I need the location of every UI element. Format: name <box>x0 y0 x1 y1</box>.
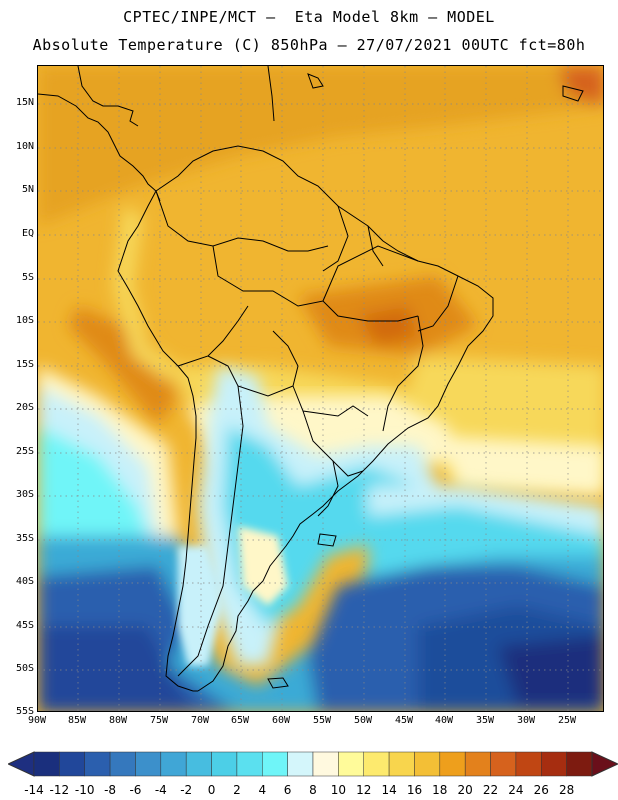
colorbar-swatch <box>211 751 238 777</box>
colorbar-swatch <box>439 751 466 777</box>
lon-label: 70W <box>190 715 210 726</box>
colorbar-tick-label: -10 <box>74 783 95 797</box>
lat-label: 15N <box>15 97 34 108</box>
colorbar-tick-label: 28 <box>558 783 575 797</box>
colorbar-swatch <box>160 751 187 777</box>
colorbar-tick-label: -6 <box>129 783 142 797</box>
colorbar-tick-label: 26 <box>533 783 549 797</box>
colorbar-swatch <box>312 751 339 777</box>
lat-label: 20S <box>15 402 34 413</box>
colorbar-swatch <box>262 751 288 777</box>
lat-label: 45S <box>15 620 34 631</box>
colorbar-tick-label: 20 <box>457 783 473 797</box>
colorbar-swatch <box>566 751 593 777</box>
colorbar-swatch <box>135 751 162 777</box>
lat-label: EQ <box>21 228 34 239</box>
colorbar-swatch <box>515 751 542 777</box>
lon-label: 55W <box>312 715 332 726</box>
colorbar-tick-label: 2 <box>233 783 241 797</box>
colorbar-swatch <box>236 751 263 777</box>
lat-label: 55S <box>15 706 34 717</box>
lon-label: 45W <box>394 715 414 726</box>
colorbar-tick-label: 22 <box>482 783 499 797</box>
colorbar-swatch <box>338 751 364 777</box>
lat-label: 40S <box>15 576 34 587</box>
colorbar-swatch <box>464 751 491 777</box>
coastlines <box>38 66 494 692</box>
lat-label: 50S <box>15 663 34 674</box>
lon-label: 90W <box>27 715 47 726</box>
colorbar-tick-label: -8 <box>104 783 117 797</box>
colorbar-tick-label: -4 <box>154 783 167 797</box>
map-canvas <box>38 66 603 711</box>
colorbar-swatch <box>33 751 60 777</box>
colorbar-swatch <box>287 751 314 777</box>
chart-title: CPTEC/INPE/MCT – Eta Model 8km – MODEL <box>123 8 495 26</box>
lon-label: 85W <box>67 715 87 726</box>
colorbar-tick-label: 14 <box>381 783 397 797</box>
color-scale-bar <box>8 751 618 777</box>
temperature-map[interactable] <box>37 65 604 712</box>
colorbar-swatch <box>490 751 517 777</box>
lat-label: 30S <box>15 489 34 500</box>
colorbar-swatch <box>363 751 390 777</box>
lon-label: 35W <box>475 715 495 726</box>
colorbar-tick-label: 10 <box>330 783 346 797</box>
lon-label: 50W <box>353 715 373 726</box>
lat-label: 5N <box>21 184 34 195</box>
colorbar-swatch <box>109 751 136 777</box>
colorbar-low-arrow <box>8 751 35 777</box>
chart-subtitle: Absolute Temperature (C) 850hPa – 27/07/… <box>32 36 586 54</box>
colorbar-tick-label: 12 <box>356 783 372 797</box>
lat-label: 10N <box>15 141 34 152</box>
colorbar-tick-label: -14 <box>24 783 44 797</box>
lat-label: 35S <box>15 533 34 544</box>
lat-label: 5S <box>21 272 34 283</box>
colorbar-swatch <box>388 751 415 777</box>
lon-label: 30W <box>516 715 536 726</box>
colorbar-tick-label: 16 <box>406 783 423 797</box>
colorbar-tick-label: -2 <box>180 783 193 797</box>
lon-label: 60W <box>271 715 291 726</box>
lon-label: 25W <box>557 715 577 726</box>
colorbar-high-arrow <box>591 751 618 777</box>
colorbar-tick-label: 4 <box>258 783 267 797</box>
colorbar-swatch <box>414 751 441 777</box>
colorbar-swatch <box>84 751 111 777</box>
lon-label: 65W <box>230 715 250 726</box>
colorbar-swatch <box>59 751 85 777</box>
graticule <box>38 66 603 711</box>
colorbar-tick-label: 8 <box>309 783 317 797</box>
colorbar-tick-label: 0 <box>207 783 216 797</box>
lat-label: 10S <box>15 315 34 326</box>
colorbar-tick-label: 6 <box>283 783 292 797</box>
colorbar-tick-label: 18 <box>432 783 448 797</box>
colorbar-tick-label: 24 <box>508 783 524 797</box>
islands <box>267 73 584 689</box>
lon-label: 40W <box>434 715 454 726</box>
lat-label: 15S <box>15 359 34 370</box>
lat-label: 25S <box>15 446 34 457</box>
lon-label: 80W <box>108 715 128 726</box>
colorbar-swatch <box>185 751 212 777</box>
lon-label: 75W <box>149 715 169 726</box>
colorbar-tick-label: -12 <box>49 783 70 797</box>
colorbar-swatch <box>541 751 567 777</box>
